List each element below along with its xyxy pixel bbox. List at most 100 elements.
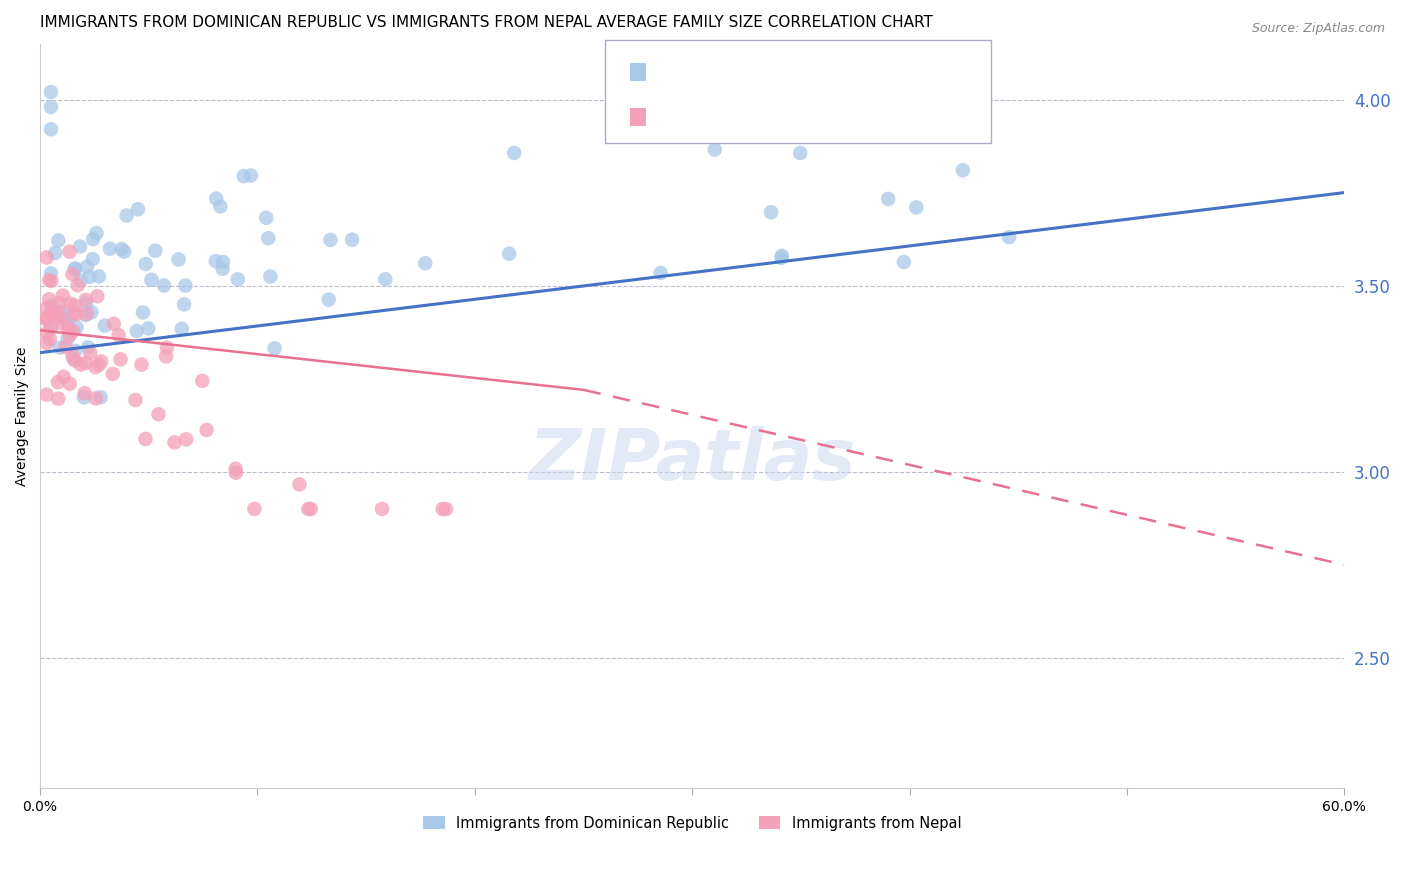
Point	[299, 502, 322, 516]
Point	[63, 298, 86, 312]
Point	[62, 268, 84, 282]
Point	[110, 352, 132, 367]
Point	[110, 242, 132, 256]
Point	[80, 305, 103, 319]
Point	[254, 211, 277, 225]
Point	[77, 340, 100, 354]
Point	[297, 502, 319, 516]
Point	[49, 341, 72, 355]
Point	[48, 296, 70, 310]
Point	[205, 192, 228, 206]
Point	[79, 269, 101, 284]
Point	[52, 369, 75, 384]
Point	[79, 346, 101, 360]
Point	[69, 274, 91, 288]
Legend: Immigrants from Dominican Republic, Immigrants from Nepal: Immigrants from Dominican Republic, Immi…	[418, 810, 967, 837]
Point	[65, 307, 87, 321]
Point	[35, 310, 58, 325]
Point	[84, 360, 107, 375]
Point	[143, 244, 166, 258]
Point	[55, 313, 77, 327]
Text: 71: 71	[820, 110, 842, 125]
Point	[124, 392, 146, 407]
Point	[209, 199, 232, 213]
Point	[39, 274, 62, 288]
Point	[90, 390, 112, 404]
Point	[52, 288, 75, 302]
Point	[204, 254, 226, 268]
Point	[998, 230, 1021, 244]
Point	[87, 269, 110, 284]
Point	[65, 320, 87, 334]
Point	[239, 169, 262, 183]
Point	[39, 320, 62, 334]
Y-axis label: Average Family Size: Average Family Size	[15, 346, 30, 485]
Point	[46, 304, 69, 318]
Point	[46, 375, 69, 389]
Point	[125, 324, 148, 338]
Point	[63, 261, 86, 276]
Point	[73, 386, 96, 401]
Text: 83: 83	[820, 65, 842, 80]
Point	[174, 433, 197, 447]
Point	[374, 272, 396, 286]
Point	[62, 348, 84, 362]
Point	[82, 232, 104, 246]
Point	[38, 273, 60, 287]
Point	[259, 269, 281, 284]
Point	[141, 273, 163, 287]
Point	[82, 252, 104, 266]
Point	[319, 233, 342, 247]
Point	[195, 423, 218, 437]
Text: 0.325: 0.325	[714, 65, 765, 80]
Point	[90, 354, 112, 368]
Text: Source: ZipAtlas.com: Source: ZipAtlas.com	[1251, 22, 1385, 36]
Point	[103, 317, 125, 331]
Point	[98, 242, 121, 256]
Point	[167, 252, 190, 267]
Point	[76, 307, 98, 321]
Point	[257, 231, 280, 245]
Point	[759, 205, 782, 219]
Point	[115, 209, 138, 223]
Point	[58, 310, 80, 325]
Point	[94, 318, 117, 333]
Point	[41, 310, 63, 324]
Point	[707, 74, 730, 88]
Point	[132, 305, 155, 319]
Point	[41, 305, 63, 319]
Point	[905, 200, 928, 214]
Point	[163, 435, 186, 450]
Point	[52, 304, 75, 318]
Point	[62, 351, 84, 366]
Point	[371, 502, 394, 516]
Point	[39, 85, 62, 99]
Point	[650, 266, 672, 280]
Point	[434, 502, 457, 516]
Point	[66, 278, 89, 293]
Point	[39, 100, 62, 114]
Point	[112, 244, 135, 259]
Point	[973, 86, 995, 100]
Point	[73, 390, 96, 404]
Point	[770, 251, 793, 265]
Point	[789, 146, 811, 161]
Point	[59, 328, 82, 343]
Point	[38, 332, 60, 346]
Point	[136, 321, 159, 335]
Point	[174, 278, 197, 293]
Point	[131, 358, 153, 372]
Point	[498, 246, 520, 260]
Point	[62, 325, 84, 339]
Point	[84, 392, 107, 406]
Point	[59, 296, 82, 310]
Point	[288, 477, 311, 491]
Point	[87, 358, 110, 372]
Point	[46, 392, 69, 406]
Point	[48, 234, 70, 248]
Point	[101, 367, 124, 381]
Point	[191, 374, 214, 388]
Point	[413, 256, 436, 270]
Point	[75, 293, 97, 307]
Text: IMMIGRANTS FROM DOMINICAN REPUBLIC VS IMMIGRANTS FROM NEPAL AVERAGE FAMILY SIZE : IMMIGRANTS FROM DOMINICAN REPUBLIC VS IM…	[41, 15, 934, 30]
